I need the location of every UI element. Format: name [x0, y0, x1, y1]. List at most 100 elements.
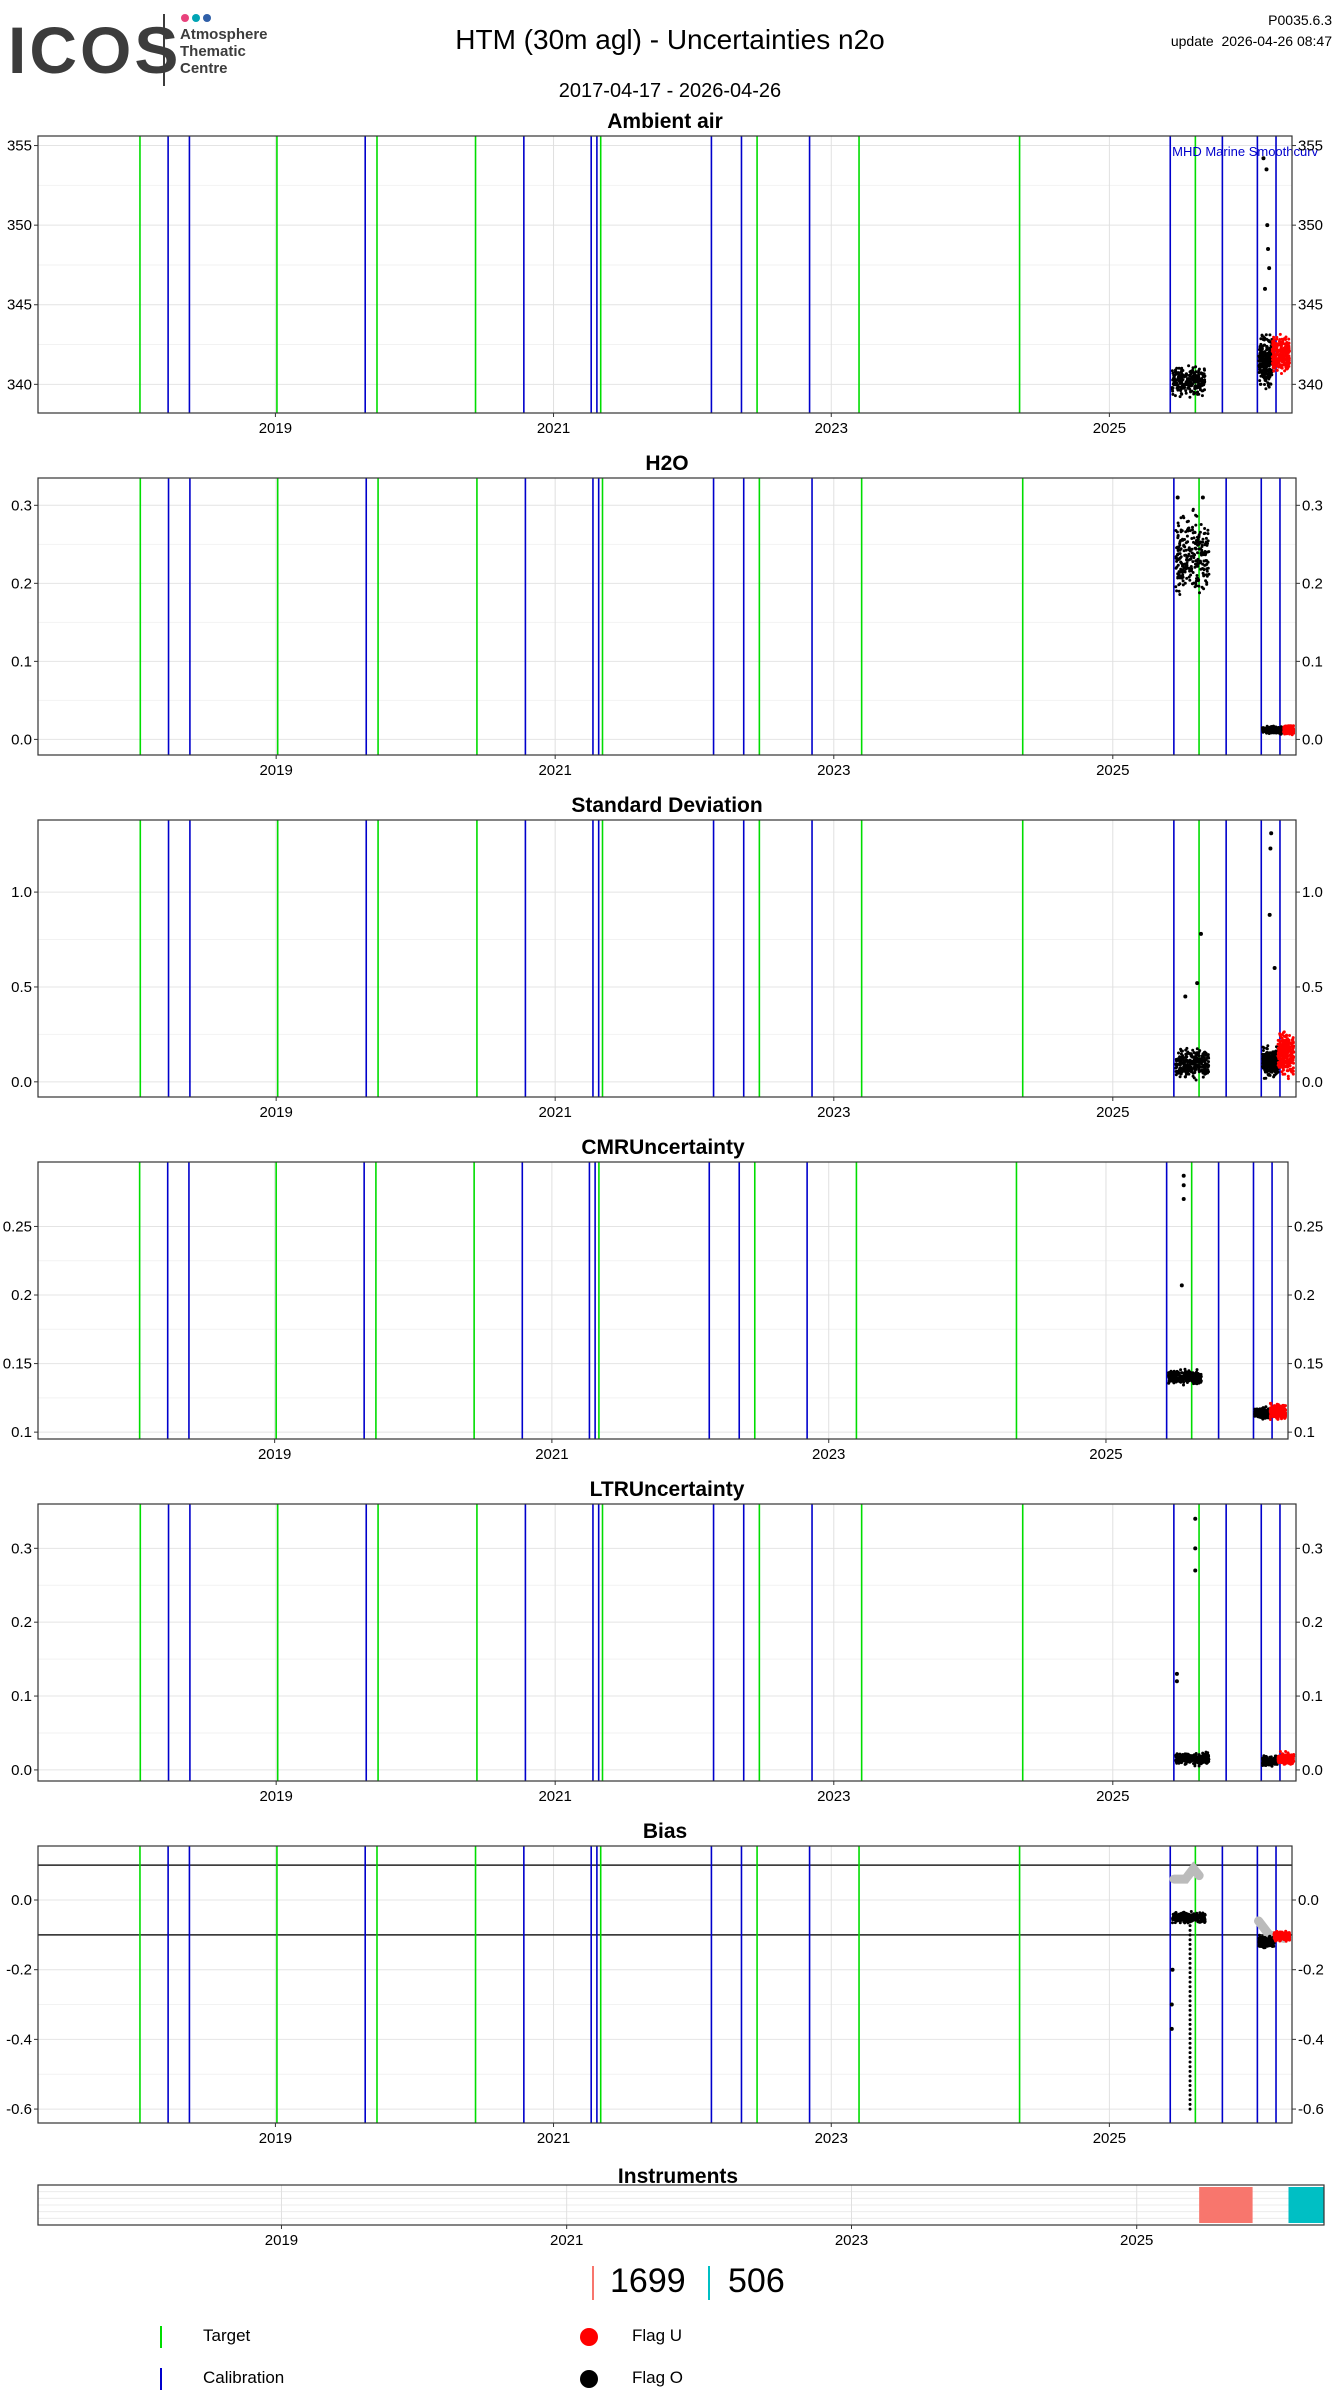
data-point-flag-o [1270, 1936, 1274, 1940]
data-point-flag-u [1281, 1072, 1285, 1076]
data-point-flag-u [1277, 1405, 1280, 1409]
data-point-flag-o [1202, 1050, 1206, 1054]
data-point-flag-o [1261, 726, 1265, 730]
data-point-flag-u [1272, 345, 1276, 349]
panel-frame [37, 1161, 1289, 1440]
data-point-flag-o [1272, 1066, 1276, 1070]
data-point-flag-o [1183, 1075, 1187, 1079]
data-point-flag-o [1259, 382, 1263, 386]
data-point-flag-o [1266, 1069, 1270, 1073]
data-point-flag-u [1284, 350, 1288, 354]
data-point-flag-o [1187, 377, 1191, 380]
logo-divider [163, 14, 165, 86]
data-point-flag-o [1186, 381, 1189, 385]
data-point-flag-o [1172, 374, 1176, 377]
data-point-flag-o [1264, 387, 1268, 391]
data-point-flag-u [1273, 1409, 1277, 1413]
data-point-flag-o [1179, 1060, 1183, 1063]
data-point-flag-u [1278, 1054, 1282, 1058]
y-tick-label: 0.1 [11, 1688, 32, 1705]
data-point-flag-o [1173, 394, 1177, 398]
data-point-flag-o [1184, 1752, 1188, 1756]
data-point-flag-o [1206, 1053, 1210, 1057]
data-point-flag-o [1184, 1048, 1188, 1052]
data-point-flag-u [1272, 349, 1276, 353]
data-point-flag-o [1178, 385, 1181, 389]
data-point-flag-o [1177, 376, 1181, 380]
data-point-flag-o [1171, 1379, 1174, 1383]
data-point-flag-o [1200, 389, 1204, 393]
data-point-flag-o [1174, 585, 1178, 589]
data-point-flag-o [1176, 521, 1180, 525]
data-point-flag-u [1278, 1750, 1282, 1753]
data-point-flag-o [1193, 1762, 1197, 1766]
data-point-flag-o [1171, 389, 1175, 393]
data-point-flag-o [1262, 1046, 1266, 1050]
data-point-flag-u [1276, 1417, 1280, 1421]
data-point-flag-o [1258, 348, 1261, 352]
data-point-flag-u [1290, 1070, 1294, 1074]
data-point-flag-o [1186, 1921, 1190, 1925]
data-point-flag-o [1184, 391, 1188, 395]
data-point-flag-o [1257, 1933, 1261, 1937]
data-point-flag-u [1274, 358, 1278, 362]
data-point-flag-u [1275, 337, 1279, 341]
data-point-flag-u [1276, 343, 1280, 346]
data-point-flag-u [1281, 1408, 1285, 1412]
data-point-flag-o [1194, 1054, 1198, 1058]
data-point-flag-o [1204, 536, 1208, 540]
panel-title: H2O [645, 452, 688, 475]
data-point-flag-u [1282, 1754, 1286, 1758]
data-point-flag-u [1283, 1761, 1286, 1765]
data-point-flag-o [1196, 1058, 1200, 1061]
data-point-flag-o [1174, 372, 1178, 376]
data-point-flag-o [1174, 1911, 1178, 1915]
data-point-flag-u [1268, 1418, 1272, 1421]
data-point-flag-o [1186, 1071, 1190, 1075]
data-point-flag-o [1200, 394, 1204, 398]
data-point-flag-u [1278, 1052, 1282, 1055]
data-point-flag-u [1270, 1406, 1274, 1410]
panel-annotation: MHD Marine Smoothcurv [1172, 144, 1318, 159]
data-point-flag-o [1267, 1935, 1271, 1939]
data-point-flag-o [1207, 572, 1211, 576]
y-tick-label: 0.0 [11, 1074, 32, 1091]
data-point-flag-u [1289, 1757, 1293, 1761]
y-tick-label: 1.0 [1302, 884, 1323, 901]
data-point-flag-o [1183, 581, 1187, 585]
outlier-point [1193, 1546, 1198, 1551]
data-point-flag-o [1175, 530, 1179, 534]
data-point-flag-o [1202, 567, 1205, 571]
data-point-flag-o [1265, 1051, 1269, 1054]
data-point-flag-o [1264, 371, 1268, 375]
data-point-flag-o [1176, 547, 1180, 550]
data-point-flag-o [1186, 526, 1190, 530]
data-point-flag-o [1199, 1059, 1203, 1063]
data-point-flag-o [1190, 1055, 1194, 1059]
data-point-flag-o [1201, 1752, 1205, 1756]
data-point-flag-o [1262, 1056, 1266, 1060]
data-point-flag-o [1201, 1759, 1205, 1763]
data-point-flag-o [1272, 730, 1276, 734]
data-point-flag-o [1199, 1375, 1202, 1379]
data-point-flag-u [1280, 1070, 1284, 1074]
data-point-flag-u [1288, 1760, 1292, 1764]
data-point-flag-u [1290, 1049, 1294, 1053]
y-tick-label: 0.0 [1302, 1762, 1323, 1779]
data-point-flag-o [1178, 1752, 1182, 1756]
data-point-flag-u [1287, 349, 1291, 353]
x-tick-label: 2025 [1096, 1104, 1129, 1121]
data-point-flag-u [1275, 368, 1279, 372]
data-point-flag-o [1180, 529, 1184, 533]
data-point-flag-o [1171, 1921, 1174, 1925]
data-point-flag-o [1176, 575, 1180, 579]
data-point-flag-o [1196, 538, 1200, 542]
data-point-flag-o [1257, 1410, 1261, 1414]
data-point-flag-o [1273, 1070, 1277, 1074]
data-point-flag-u [1281, 1059, 1285, 1063]
data-point-flag-o [1189, 1052, 1193, 1056]
update-timestamp: update 2026-04-26 08:47 [1170, 33, 1332, 49]
data-point-flag-o [1201, 372, 1205, 376]
data-point-flag-o [1180, 367, 1184, 371]
